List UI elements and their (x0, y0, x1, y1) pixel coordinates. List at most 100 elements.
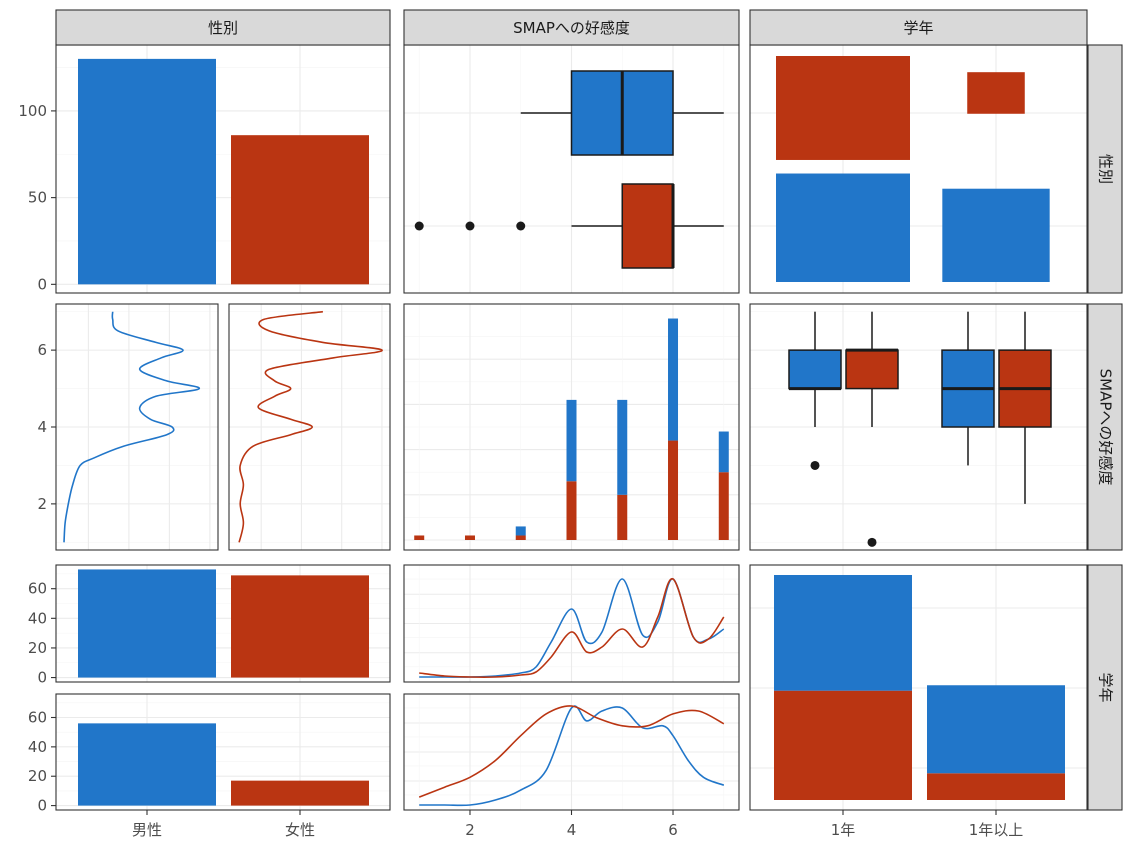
yaxis-row2-label-1: 4 (37, 418, 47, 436)
mosaic-grade-female-1 (927, 773, 1065, 800)
density-smap-grade-b-1 (418, 705, 725, 798)
panel-smap-grade-a-border (403, 564, 740, 683)
mosaic-grade-male-0 (774, 575, 912, 691)
hist-bar-male-3 (566, 399, 577, 482)
box-grade-2 (941, 311, 995, 466)
panel-smap-grade-b (403, 693, 740, 811)
xaxis-col2: 2 4 6 (465, 810, 678, 839)
hist-bar-female-0 (414, 535, 425, 540)
strip-top-box-2 (749, 9, 1088, 46)
strip-right-label-0: 性別 (1097, 154, 1115, 184)
strip-top-0: 性別 (55, 9, 391, 46)
yaxis-row3a: 0 20 40 60 (28, 580, 56, 687)
box-grade-0-box (788, 349, 842, 390)
yaxis-row1: 0 50 100 (18, 102, 56, 293)
xaxis-col3: 1年 1年以上 (831, 810, 1024, 839)
xaxis-col1-label-1: 女性 (285, 821, 315, 839)
strip-top-box-1 (403, 9, 740, 46)
bar-sex-grade-a-1 (231, 575, 369, 678)
box-smap-1-outlier-1 (465, 221, 475, 231)
strip-right-label-2: 学年 (1097, 672, 1115, 702)
bar-sex-0 (78, 58, 216, 285)
mosaic-grade-sex-female-1 (967, 72, 1025, 114)
panel-smap-smap (403, 303, 740, 551)
yaxis-row3b-label-2: 40 (28, 738, 47, 756)
panel-smap-smap-border (403, 303, 740, 551)
strip-right-1: SMAPへの好感度 (1087, 303, 1123, 551)
box-smap-0 (520, 70, 724, 156)
density-sex-smap-0 (63, 311, 201, 543)
density-smap-grade-a-1 (419, 578, 725, 678)
bar-sex-grade-a-0 (78, 569, 216, 678)
mosaic-grade-sex-female-0 (776, 56, 910, 160)
yaxis-row2: 2 4 6 (37, 341, 56, 513)
strip-top-label-2: 学年 (903, 19, 933, 37)
panel-sex-sex (55, 44, 391, 294)
strip-right-box-2 (1087, 564, 1123, 811)
xaxis-col3-label-1: 1年以上 (969, 821, 1024, 839)
density-smap-grade-b-0 (419, 705, 725, 807)
box-grade-1 (845, 311, 899, 547)
hist-bar-male-6 (718, 431, 729, 473)
strip-top-1: SMAPへの好感度 (403, 9, 740, 46)
yaxis-row2-label-2: 6 (37, 341, 47, 359)
box-grade-0 (788, 311, 842, 470)
hist-bar-male-4 (617, 399, 628, 495)
box-smap-1-box (621, 183, 674, 269)
strip-top-label-0: 性別 (208, 19, 238, 37)
xaxis-col2-label-2: 6 (668, 821, 678, 839)
box-smap-1 (414, 183, 724, 269)
mosaic-grade-male-1 (927, 685, 1065, 774)
yaxis-row1-label-0: 0 (37, 275, 47, 293)
mosaic-grade-sex-male-1 (942, 188, 1050, 282)
bar-sex-grade-b-0 (78, 723, 216, 806)
yaxis-row3b-label-3: 60 (28, 708, 47, 726)
panel-sex-grade-b (55, 693, 391, 811)
box-grade-3 (998, 311, 1052, 504)
box-grade-0-outlier-0 (810, 460, 820, 470)
panel-smap-sex (403, 44, 740, 294)
yaxis-row3a-label-3: 60 (28, 580, 47, 598)
mosaic-grade-sex-male-0 (776, 173, 910, 282)
panel-grade-smap-border (749, 303, 1088, 551)
hist-bar-female-6 (718, 472, 729, 540)
strip-right-0: 性別 (1087, 44, 1123, 294)
strip-right-label-1: SMAPへの好感度 (1097, 369, 1115, 486)
panel-grade-smap (749, 303, 1088, 551)
panel-sex-smap-0 (55, 303, 219, 551)
panel-sex-grade-a-border (55, 564, 391, 683)
box-grade-1-box (845, 349, 899, 390)
strip-top-label-1: SMAPへの好感度 (513, 19, 630, 37)
yaxis-row1-label-2: 100 (18, 102, 47, 120)
panel-sex-smap-1-border (228, 303, 391, 551)
xaxis-col1: 男性 女性 (132, 810, 315, 839)
xaxis-col2-label-0: 2 (465, 821, 475, 839)
strip-top-box-0 (55, 9, 391, 46)
yaxis-row3b-label-0: 0 (37, 797, 47, 815)
xaxis-col3-label-0: 1年 (831, 821, 856, 839)
panel-grade-grade (749, 564, 1088, 811)
panel-grade-sex (749, 44, 1088, 294)
panel-sex-grade-b-border (55, 693, 391, 811)
xaxis-col1-label-0: 男性 (132, 821, 162, 839)
panel-sex-smap-1 (228, 303, 391, 551)
panel-grade-grade-border (749, 564, 1088, 811)
strip-top-2: 学年 (749, 9, 1088, 46)
yaxis-row3a-label-0: 0 (37, 669, 47, 687)
yaxis-row3b-label-1: 20 (28, 767, 47, 785)
panel-sex-grade-a (55, 564, 391, 683)
mosaic-grade-female-0 (774, 690, 912, 800)
density-sex-smap-1 (238, 310, 383, 543)
panel-smap-grade-a (403, 564, 740, 683)
yaxis-row1-label-1: 50 (28, 189, 47, 207)
hist-bar-female-5 (668, 440, 679, 540)
yaxis-row2-label-0: 2 (37, 495, 47, 513)
hist-bar-male-2 (515, 526, 526, 536)
strip-right-box-1 (1087, 303, 1123, 551)
yaxis-row3a-label-2: 40 (28, 609, 47, 627)
xaxis-col2-label-1: 4 (567, 821, 577, 839)
box-smap-1-outlier-0 (414, 221, 424, 231)
